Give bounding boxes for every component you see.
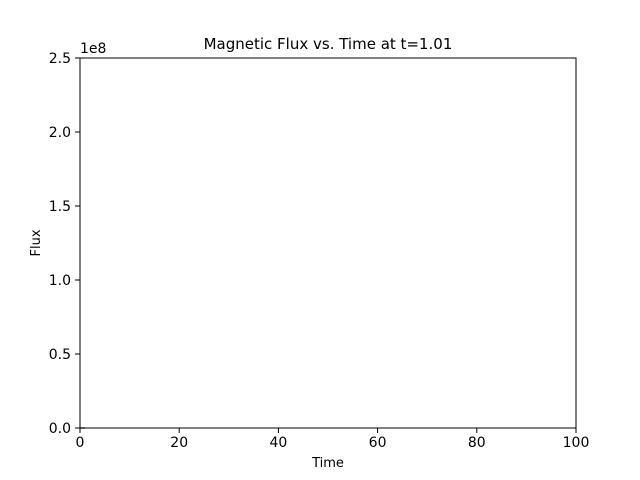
chart-title: Magnetic Flux vs. Time at t=1.01 [204, 35, 453, 53]
x-tick-label: 0 [76, 435, 85, 451]
tick-layer: 0 20 40 60 80 100 0.0 0.5 1.0 1.5 2.0 2.5 [49, 51, 590, 451]
y-tick-label: 1.0 [49, 273, 71, 289]
x-tick-label: 20 [170, 435, 188, 451]
y-tick-label: 2.5 [49, 51, 71, 67]
y-tick-label: 1.5 [49, 199, 71, 215]
y-axis-label: Flux [29, 229, 44, 256]
x-tick-label: 60 [369, 435, 387, 451]
y-tick-label: 0.5 [49, 347, 71, 363]
x-tick-label: 40 [269, 435, 287, 451]
y-tick-label: 2.0 [49, 125, 71, 141]
y-axis-offset-label: 1e8 [80, 41, 106, 57]
x-axis-label: Time [311, 456, 344, 471]
plot-frame [79, 57, 577, 429]
x-tick-label: 80 [468, 435, 486, 451]
y-tick-label: 0.0 [49, 421, 71, 437]
x-tick-label: 100 [563, 435, 590, 451]
